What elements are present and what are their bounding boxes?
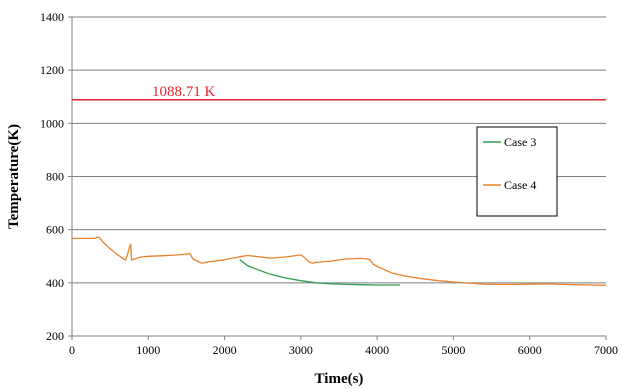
legend: Case 3 Case 4	[476, 126, 558, 217]
y-tick-label-200: 200	[46, 329, 64, 343]
series-line-case-3	[239, 259, 400, 286]
x-tick-label-2000: 2000	[213, 343, 237, 357]
y-tick-label-400: 400	[46, 276, 64, 290]
threshold-label: 1088.71 K	[152, 84, 216, 100]
x-tick-label-5000: 5000	[441, 343, 465, 357]
legend-label-1: Case 3	[504, 135, 536, 149]
y-tick-label-1200: 1200	[40, 63, 64, 77]
y-tick-label-800: 800	[46, 170, 64, 184]
threshold-annotation: 1088.71 K	[72, 84, 606, 101]
series-line-case-4	[72, 236, 607, 286]
y-axis-title: Temperature(K)	[6, 124, 22, 229]
x-tick-label-7000: 7000	[594, 343, 618, 357]
x-tick-label-0: 0	[69, 343, 75, 357]
tick-labels: 200 400 600 800 1000 1200 1400 0 1000 2000 3000 400…	[40, 10, 618, 357]
x-tick-label-4000: 4000	[365, 343, 389, 357]
x-tick-label-1000: 1000	[136, 343, 160, 357]
series-lines	[72, 236, 607, 286]
axes	[68, 16, 607, 340]
x-axis-title: Time(s)	[315, 371, 364, 387]
y-tick-label-600: 600	[46, 223, 64, 237]
x-tick-label-6000: 6000	[518, 343, 542, 357]
y-tick-label-1400: 1400	[40, 10, 64, 24]
y-tick-label-1000: 1000	[40, 116, 64, 130]
x-tick-label-3000: 3000	[289, 343, 313, 357]
grid-lines	[72, 16, 606, 284]
legend-label-2: Case 4	[504, 178, 536, 192]
